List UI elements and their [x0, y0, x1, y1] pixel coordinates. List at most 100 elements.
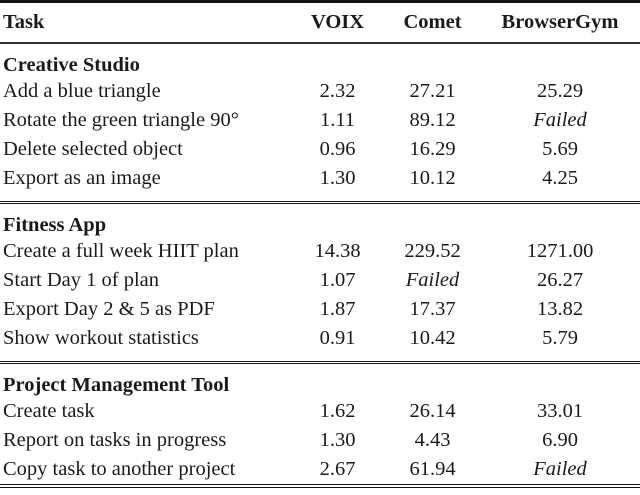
time-value: 0.96: [319, 138, 356, 161]
time-value: 33.01: [536, 400, 584, 423]
time-value: 1.07: [319, 269, 356, 292]
column-header-voix: VOIX: [290, 1, 385, 44]
section-header-row: Fitness App: [0, 201, 640, 237]
table-row: Report on tasks in progress 1.30 4.43 6.90: [0, 426, 640, 455]
value-cell: 25.29: [480, 77, 640, 106]
section-header-row: Creative Studio: [0, 43, 640, 77]
time-value: 25.29: [536, 80, 584, 103]
table-body: Creative Studio Add a blue triangle 2.32 27…: [0, 43, 640, 486]
task-cell: Export as an image: [3, 167, 161, 190]
value-cell: 10.42: [385, 324, 480, 363]
time-value: 1.30: [319, 167, 356, 190]
task-cell: Create task: [3, 400, 95, 423]
time-value: 26.27: [536, 269, 584, 292]
time-value: 14.38: [314, 240, 361, 263]
column-header-browsergym: BrowserGym: [480, 1, 640, 44]
time-value: 27.21: [409, 80, 456, 103]
task-cell: Create a full week HIIT plan: [3, 240, 239, 263]
value-cell: 1.30: [290, 164, 385, 203]
task-cell: Add a blue triangle: [3, 80, 161, 103]
table-row: Delete selected object 0.96 16.29 5.69: [0, 135, 640, 164]
table-row: Create task 1.62 26.14 33.01: [0, 397, 640, 426]
task-cell: Report on tasks in progress: [3, 429, 227, 452]
value-cell: 1.87: [290, 295, 385, 324]
value-cell: 1.30: [290, 426, 385, 455]
time-value: 0.91: [319, 327, 356, 350]
value-cell: 14.38: [290, 237, 385, 266]
table-row: Export Day 2 & 5 as PDF 1.87 17.37 13.82: [0, 295, 640, 324]
table-header: Task VOIX Comet BrowserGym: [0, 1, 640, 44]
table-row: Add a blue triangle 2.32 27.21 25.29: [0, 77, 640, 106]
task-cell: Export Day 2 & 5 as PDF: [3, 298, 215, 321]
value-cell: 61.94: [385, 455, 480, 486]
value-cell: 1.11: [290, 106, 385, 135]
table-row: Rotate the green triangle 90° 1.11 89.12 Fa…: [0, 106, 640, 135]
time-value: 1.87: [319, 298, 356, 321]
time-value: 26.14: [409, 400, 456, 423]
section-title: Project Management Tool: [0, 361, 640, 397]
table-row: Show workout statistics 0.91 10.42 5.79: [0, 324, 640, 363]
value-cell: Failed: [385, 266, 480, 295]
table-row: Copy task to another project 2.67 61.94 Fai…: [0, 455, 640, 486]
value-cell: 33.01: [480, 397, 640, 426]
time-value: 10.12: [409, 167, 456, 190]
time-value: 4.43: [414, 429, 451, 452]
value-cell: 5.69: [480, 135, 640, 164]
value-cell: Failed: [480, 106, 640, 135]
section-title: Fitness App: [0, 201, 640, 237]
value-cell: 229.52: [385, 237, 480, 266]
value-cell: 4.25: [480, 164, 640, 203]
task-cell: Copy task to another project: [3, 458, 236, 481]
time-value: 5.69: [542, 138, 578, 161]
value-cell: 5.79: [480, 324, 640, 363]
table-row: Start Day 1 of plan 1.07 Failed 26.27: [0, 266, 640, 295]
time-value: 2.32: [319, 80, 356, 103]
value-cell: 10.12: [385, 164, 480, 203]
value-cell: 1.62: [290, 397, 385, 426]
value-cell: 16.29: [385, 135, 480, 164]
value-cell: Failed: [480, 455, 640, 486]
failed-label: Failed: [533, 109, 587, 132]
value-cell: 0.96: [290, 135, 385, 164]
time-value: 2.67: [319, 458, 356, 481]
time-value: 89.12: [409, 109, 456, 132]
section-header-row: Project Management Tool: [0, 361, 640, 397]
time-value: 61.94: [409, 458, 456, 481]
value-cell: 0.91: [290, 324, 385, 363]
time-value: 1.30: [319, 429, 356, 452]
task-cell: Start Day 1 of plan: [3, 269, 159, 292]
value-cell: 17.37: [385, 295, 480, 324]
task-cell: Rotate the green triangle 90°: [3, 109, 239, 132]
time-value: 1.11: [319, 109, 356, 132]
table-row: Create a full week HIIT plan 14.38 229.52 1…: [0, 237, 640, 266]
column-header-task: Task: [0, 1, 290, 44]
time-value: 229.52: [404, 240, 461, 263]
value-cell: 27.21: [385, 77, 480, 106]
value-cell: 89.12: [385, 106, 480, 135]
time-value: 13.82: [536, 298, 584, 321]
failed-label: Failed: [405, 269, 460, 292]
value-cell: 2.67: [290, 455, 385, 486]
time-value: 5.79: [542, 327, 578, 350]
time-value: 4.25: [542, 167, 578, 190]
time-value: 1.62: [319, 400, 356, 423]
value-cell: 1271.00: [480, 237, 640, 266]
time-value: 16.29: [409, 138, 456, 161]
value-cell: 13.82: [480, 295, 640, 324]
task-cell: Delete selected object: [3, 138, 183, 161]
value-cell: 1.07: [290, 266, 385, 295]
value-cell: 4.43: [385, 426, 480, 455]
column-header-comet: Comet: [385, 1, 480, 44]
header-row: Task VOIX Comet BrowserGym: [0, 1, 640, 44]
table-row: Export as an image 1.30 10.12 4.25: [0, 164, 640, 203]
value-cell: 2.32: [290, 77, 385, 106]
failed-label: Failed: [533, 458, 587, 481]
time-value: 10.42: [409, 327, 456, 350]
value-cell: 26.27: [480, 266, 640, 295]
time-value: 17.37: [409, 298, 456, 321]
section-title: Creative Studio: [3, 53, 140, 76]
task-cell: Show workout statistics: [3, 327, 199, 350]
value-cell: 26.14: [385, 397, 480, 426]
value-cell: 6.90: [480, 426, 640, 455]
